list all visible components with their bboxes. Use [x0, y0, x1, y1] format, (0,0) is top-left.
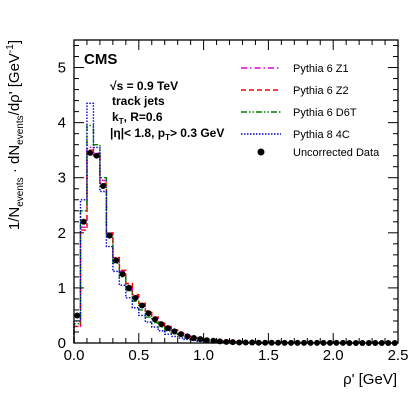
x-axis-title: ρ' [GeV]	[343, 371, 397, 388]
data-point	[177, 331, 184, 338]
y-tick-label: 0	[58, 335, 66, 352]
data-point	[158, 321, 165, 328]
y-tick-label: 4	[58, 115, 66, 132]
annotation-cuts: |η|< 1.8, pT> 0.3 GeV	[110, 126, 224, 142]
annotation-sqrt-s: √s = 0.9 TeV	[110, 79, 178, 93]
data-point	[119, 271, 126, 278]
data-point	[106, 232, 113, 239]
data-points	[74, 149, 398, 346]
data-point	[93, 152, 100, 159]
x-tick-label: 0.0	[64, 347, 85, 364]
data-point	[184, 333, 191, 340]
x-tick-label: 2.5	[388, 347, 409, 364]
y-tick-label: 1	[58, 280, 66, 297]
y-tick-label: 5	[58, 60, 66, 77]
data-point	[190, 335, 197, 342]
data-point	[210, 337, 217, 344]
legend-label: Pythia 6 D6T	[293, 107, 357, 119]
legend-label: Pythia 6 Z2	[293, 85, 349, 97]
data-point	[139, 302, 146, 309]
legend-marker	[257, 148, 265, 156]
data-point	[113, 257, 120, 264]
legend: Pythia 6 Z1 Pythia 6 Z2 Pythia 6 D6T Pythia…	[241, 63, 380, 159]
x-tick-label: 2.0	[323, 347, 344, 364]
plot-frame	[73, 39, 399, 344]
data-point	[152, 316, 158, 323]
y-tick-label: 2	[58, 225, 66, 242]
data-point	[87, 149, 94, 156]
data-point	[100, 182, 107, 189]
legend-label: Uncorrected Data	[293, 147, 380, 159]
x-tick-label: 1.0	[193, 347, 214, 364]
data-point	[229, 339, 236, 346]
data-point	[126, 284, 133, 291]
series-line	[73, 146, 399, 344]
annotation-jets: track jets	[112, 94, 165, 108]
x-tick-label: 1.5	[258, 347, 279, 364]
annotation-algo: kT, R=0.6	[112, 110, 163, 126]
x-tick-label: 0.5	[128, 347, 149, 364]
data-point	[74, 312, 81, 319]
data-point	[164, 325, 171, 332]
data-point	[132, 294, 139, 301]
data-point	[80, 218, 87, 225]
annotation-block: √s = 0.9 TeV track jets kT, R=0.6 |η|< 1…	[110, 79, 224, 142]
data-point	[145, 310, 152, 317]
data-point	[223, 338, 230, 345]
legend-label: Pythia 6 Z1	[293, 63, 349, 75]
y-tick-label: 3	[58, 170, 66, 187]
experiment-label: CMS	[84, 51, 117, 68]
data-point	[203, 337, 210, 344]
data-point	[171, 328, 178, 335]
legend-label: Pythia 8 4C	[293, 129, 350, 141]
data-point	[197, 336, 204, 343]
